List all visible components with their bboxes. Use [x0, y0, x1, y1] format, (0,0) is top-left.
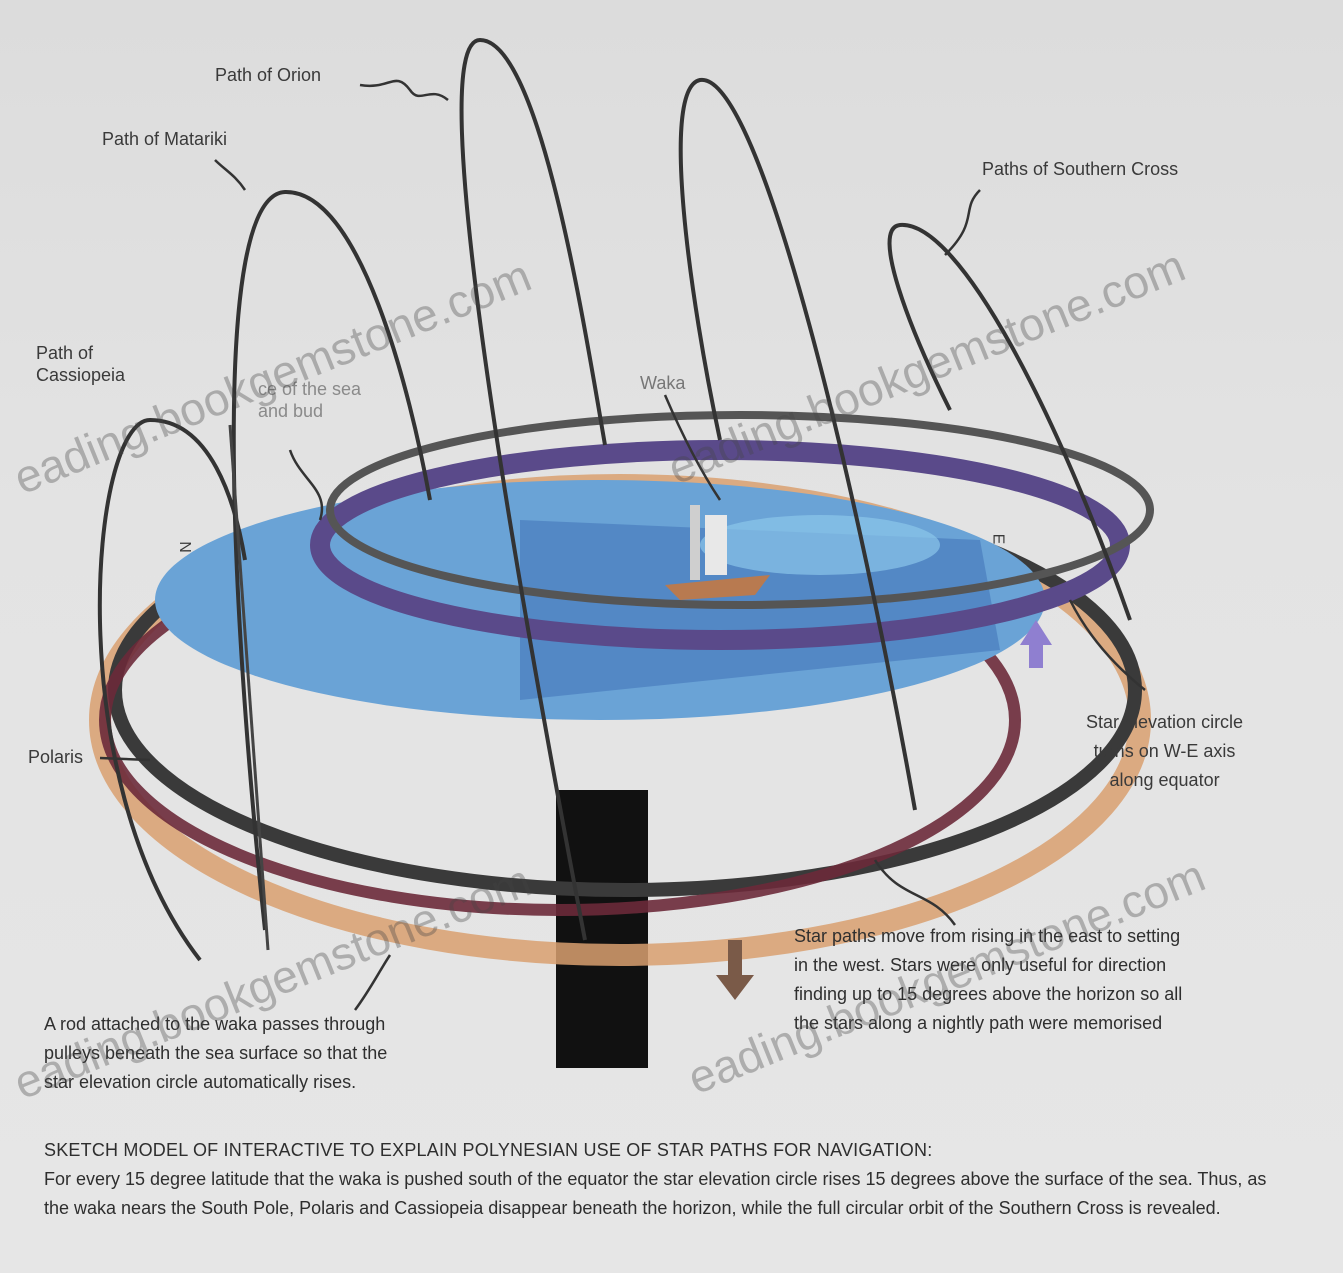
sea-highlight	[700, 515, 940, 575]
note-rod: A rod attached to the waka passes throug…	[44, 1014, 388, 1092]
rise-arrow-icon	[1020, 620, 1052, 668]
label-polaris: Polaris	[28, 747, 84, 767]
path-of-cassiopeia-arc	[97, 417, 247, 962]
label-sea-surface: ce of the sea and bud	[258, 379, 362, 421]
horizon-ring-outer	[326, 411, 1154, 609]
southern-cross-callout	[944, 189, 981, 256]
label-waka: Waka	[640, 373, 686, 393]
path-of-orion-arc-2	[678, 77, 917, 811]
note-star-paths: Star paths move from rising in the east …	[794, 926, 1183, 1033]
matariki-callout	[214, 159, 247, 191]
elevation-callout	[1068, 599, 1146, 691]
label-star-elevation-circle: Star elevation circle turns on W-E axis …	[1086, 712, 1244, 790]
label-e-marker: E	[989, 533, 1007, 545]
label-path-of-matariki: Path of Matariki	[102, 129, 228, 149]
star-paths-callout	[873, 859, 957, 926]
down-arrow-icon	[716, 940, 754, 1000]
caption-body: For every 15 degree latitude that the wa…	[44, 1169, 1267, 1218]
support-stand	[556, 790, 648, 1068]
label-paths-of-southern-cross: Paths of Southern Cross	[982, 159, 1179, 179]
polaris-axis	[228, 424, 270, 951]
orion-callout	[359, 79, 449, 102]
path-of-southern-cross-arc	[887, 222, 1132, 621]
label-path-of-cassiopeia: Path of Cassiopeia	[36, 343, 126, 385]
caption: SKETCH MODEL OF INTERACTIVE TO EXPLAIN P…	[44, 1136, 1284, 1223]
waka-model	[665, 505, 770, 600]
label-n-marker: N	[175, 541, 193, 553]
rod-callout	[353, 954, 392, 1011]
polaris-callout	[99, 756, 151, 762]
caption-heading: SKETCH MODEL OF INTERACTIVE TO EXPLAIN P…	[44, 1140, 933, 1160]
path-of-matariki-arc	[231, 189, 432, 931]
path-of-orion-arc	[459, 37, 607, 941]
sea-callout	[288, 449, 324, 521]
label-path-of-orion: Path of Orion	[215, 65, 322, 85]
waka-callout	[663, 394, 722, 501]
